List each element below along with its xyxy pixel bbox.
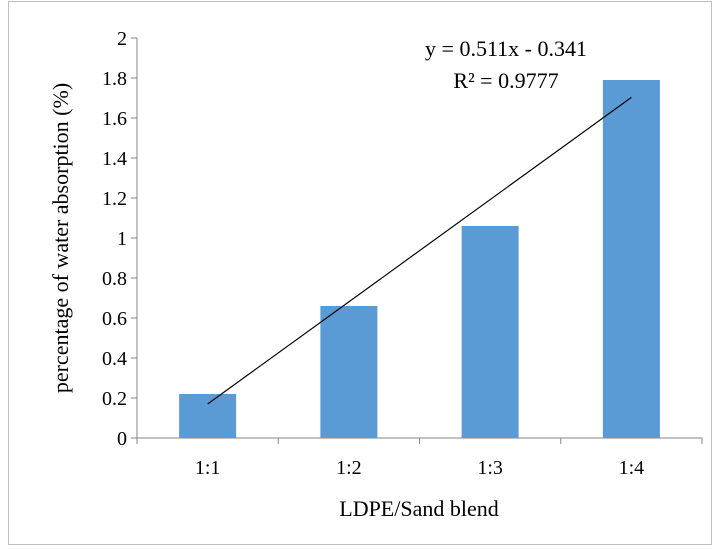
bar [602, 80, 660, 438]
y-tick-label: 0.4 [102, 348, 127, 370]
bar [461, 226, 519, 438]
trendline-r-squared: R² = 0.9777 [453, 68, 558, 93]
y-tick-label: 1.4 [102, 148, 127, 170]
x-tick-label: 1:1 [195, 457, 221, 479]
y-tick-label: 1 [117, 228, 127, 250]
y-axis-title: percentage of water absorption (%) [48, 83, 73, 393]
y-tick-label: 2 [117, 28, 127, 50]
x-axis-title: LDPE/Sand blend [339, 496, 499, 521]
x-tick-label: 1:4 [619, 457, 645, 479]
y-tick-label: 0.6 [102, 308, 127, 330]
x-tick-label: 1:2 [336, 457, 362, 479]
y-tick-label: 0 [117, 428, 127, 450]
y-tick-label: 1.8 [102, 68, 127, 90]
y-axis: 0 0.2 0.4 0.6 0.8 1 1.2 1.4 1.6 1.8 2 [102, 28, 138, 450]
x-tick-label: 1:3 [477, 457, 503, 479]
y-tick-label: 1.6 [102, 108, 127, 130]
y-tick-label: 1.2 [102, 188, 127, 210]
y-tick-label: 0.8 [102, 268, 127, 290]
trendline [207, 96, 632, 405]
x-axis: 1:1 1:2 1:3 1:4 [136, 437, 703, 479]
bars [179, 80, 660, 438]
chart-frame [8, 1, 712, 545]
bar [320, 306, 378, 438]
trendline-equation: y = 0.511x - 0.341 [425, 36, 587, 61]
bar [179, 394, 237, 438]
y-tick-label: 0.2 [102, 388, 127, 410]
